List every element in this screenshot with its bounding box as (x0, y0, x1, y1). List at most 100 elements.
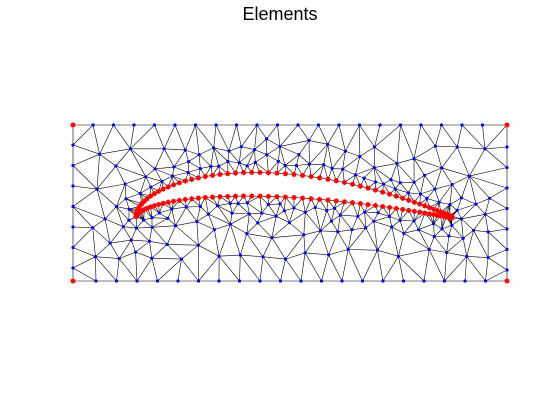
interior-node (185, 206, 188, 209)
element-edge (214, 148, 229, 151)
interior-node (333, 207, 336, 210)
element-edge (214, 230, 219, 257)
element-edge (267, 139, 280, 147)
interior-node (358, 155, 361, 158)
element-edge (474, 230, 489, 232)
element-edge (486, 258, 489, 281)
element-edge (73, 166, 97, 190)
element-edge (309, 144, 327, 164)
element-edge (73, 145, 100, 154)
interior-node (127, 219, 130, 222)
airfoil-node (249, 194, 254, 199)
element-edge (276, 216, 289, 223)
element-edge (129, 220, 137, 228)
element-edge (164, 149, 185, 150)
interior-node (339, 214, 342, 217)
element-edge (374, 163, 397, 167)
airfoil-node (342, 180, 347, 185)
element-edge (255, 150, 267, 155)
element-edge (485, 214, 488, 232)
interior-node (235, 123, 238, 126)
airfoil-node (317, 175, 322, 180)
element-edge (343, 169, 356, 175)
element-edge (435, 146, 457, 147)
interior-node (98, 153, 101, 156)
airfoil-node (406, 198, 411, 203)
element-edge (352, 228, 366, 230)
element-edge (389, 217, 400, 221)
interior-node (112, 123, 115, 126)
interior-node (255, 123, 258, 126)
element-edge (309, 164, 323, 165)
interior-node (71, 184, 74, 187)
airfoil-node (217, 194, 222, 199)
element-edge (488, 232, 507, 250)
element-edge (172, 173, 188, 177)
interior-node (91, 123, 94, 126)
element-edge (398, 256, 403, 281)
airfoil-node (196, 175, 201, 180)
element-edge (329, 232, 338, 255)
interior-node (153, 167, 156, 170)
element-edge (178, 259, 181, 281)
element-edge (216, 125, 229, 151)
element-edge (485, 149, 507, 168)
interior-node (195, 220, 198, 223)
element-edge (130, 149, 145, 177)
airfoil-node (203, 174, 208, 179)
element-edge (262, 213, 276, 216)
element-edge (140, 177, 146, 194)
interior-node (297, 153, 300, 156)
element-edge (463, 238, 467, 256)
airfoil-node (365, 202, 370, 207)
interior-node (118, 257, 121, 260)
element-edge (116, 149, 130, 166)
interior-node (144, 175, 147, 178)
element-edge (358, 216, 366, 228)
element-edge (365, 212, 366, 228)
element-edge (457, 147, 485, 149)
interior-node (487, 256, 490, 259)
airfoil-node (394, 194, 399, 199)
element-edge (255, 150, 256, 163)
interior-node (253, 148, 256, 151)
interior-node (402, 279, 405, 282)
interior-node (207, 213, 210, 216)
element-edge (218, 203, 231, 205)
element-edge (360, 147, 375, 157)
element-edge (486, 270, 508, 281)
element-edge (294, 208, 305, 212)
element-edge (462, 198, 477, 204)
interior-node (166, 217, 169, 220)
airfoil-node (342, 199, 347, 204)
element-edge (186, 207, 200, 208)
element-edge (125, 184, 140, 194)
element-edge (73, 207, 105, 219)
interior-node (122, 225, 125, 228)
element-edge (435, 168, 442, 189)
interior-node (460, 217, 463, 220)
interior-node (239, 254, 242, 257)
element-edge (467, 256, 488, 257)
element-edge (272, 238, 286, 259)
element-edge (309, 125, 319, 140)
element-edge (378, 250, 384, 281)
interior-node (308, 163, 311, 166)
interior-node (474, 203, 477, 206)
element-edge (435, 189, 439, 202)
interior-node (254, 161, 257, 164)
interior-node (91, 226, 94, 229)
element-edge (214, 224, 230, 229)
element-edge (378, 213, 389, 217)
element-edge (338, 232, 348, 250)
element-edge (319, 125, 328, 144)
element-edge (445, 253, 447, 282)
interior-node (109, 242, 112, 245)
airfoil-node (171, 182, 176, 187)
element-edge (123, 227, 131, 240)
element-edge (434, 237, 446, 253)
element-edge (144, 220, 152, 227)
element-edge (321, 231, 329, 255)
element-edge (229, 147, 241, 151)
element-edge (97, 166, 116, 189)
